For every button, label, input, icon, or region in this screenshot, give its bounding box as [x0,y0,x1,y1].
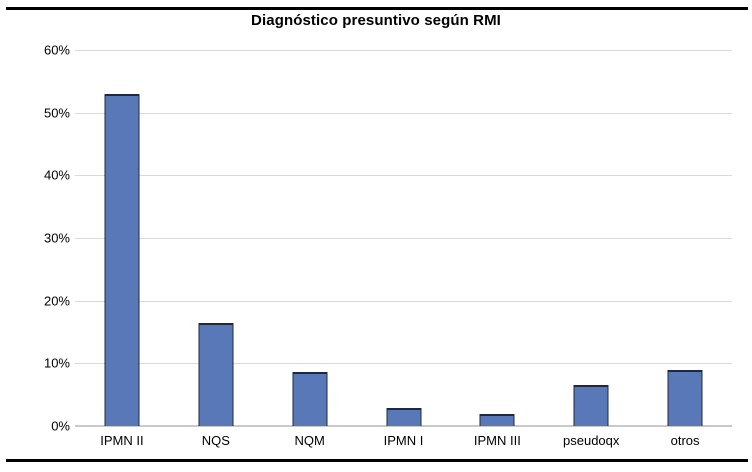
y-tick-label-60: 60% [43,42,70,58]
y-tick-label-10: 10% [43,355,70,371]
bar-nqm [292,372,328,426]
y-tick-label-30: 30% [43,230,70,246]
x-tick-label-otros: otros [670,433,700,448]
bottom-rule [6,459,748,462]
gridline-60 [75,50,732,51]
y-axis: 0% 10% 20% 30% 40% 50% 60% [18,43,70,434]
bar-ipmn-ii [104,93,140,426]
chart-title: Diagnóstico presuntivo según RMI [251,12,501,29]
top-rule [6,7,748,10]
y-tick-label-20: 20% [43,293,70,309]
x-tick-label-pseudoqx: pseudoqx [563,433,620,448]
x-axis-line [75,425,732,427]
y-tick-label-40: 40% [43,167,70,183]
gridline-30 [75,238,732,239]
x-tick-label-nqm: NQM [294,433,325,448]
x-tick-label-ipmn-i: IPMN I [383,433,424,448]
bar-otros [667,370,703,426]
gridline-20 [75,300,732,302]
gridline-50 [75,112,732,114]
x-axis: IPMN II NQS NQM IPMN I IPMN III pseudoqx otros [75,433,732,453]
bar-pseudoqx [573,385,609,426]
gridline-10 [75,363,732,365]
y-tick-label-0: 0% [51,418,70,434]
x-tick-label-ipmn-iii: IPMN III [473,433,521,448]
bar-ipmn-i [386,408,421,426]
bar-ipmn-iii [479,414,515,426]
y-tick-label-50: 50% [43,105,70,121]
gridline-40 [75,175,732,177]
x-tick-label-nqs: NQS [201,433,230,448]
x-tick-label-ipmn-ii: IPMN II [100,433,144,448]
bar-nqs [198,322,234,426]
plot-area [75,50,732,427]
